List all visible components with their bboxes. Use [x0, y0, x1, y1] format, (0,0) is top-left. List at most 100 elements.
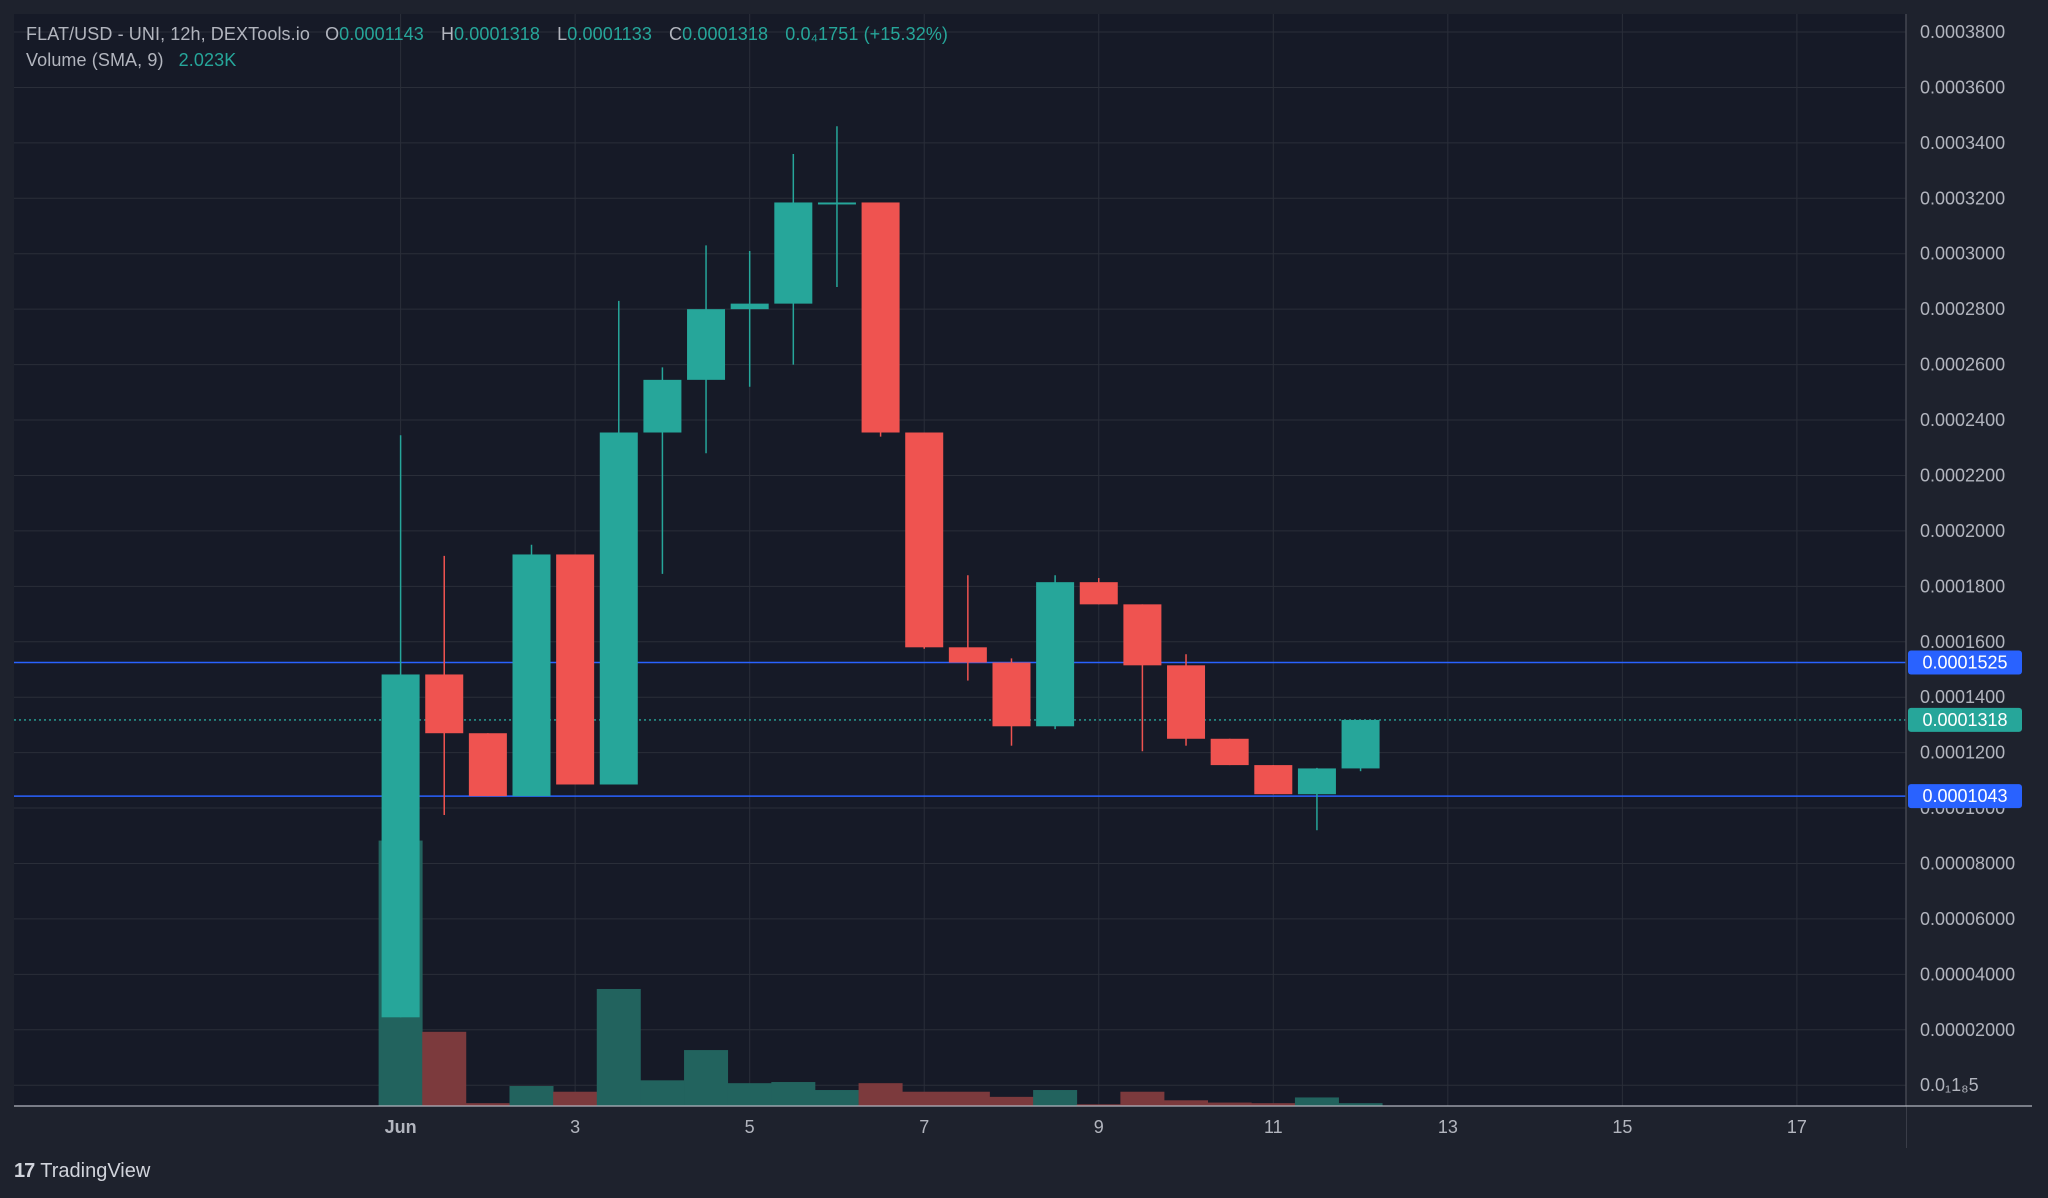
legend-low-label: L — [557, 24, 568, 44]
last-price-label-bg — [1908, 707, 2022, 732]
candle-body — [1297, 768, 1336, 795]
volume-bar — [771, 1082, 816, 1106]
candle-body — [905, 432, 944, 648]
candle — [905, 432, 944, 649]
legend-symbol: FLAT/USD - UNI, 12h, DEXTools.io — [26, 24, 310, 44]
volume-bar — [858, 1083, 903, 1106]
volume-value: 2.023K — [178, 50, 237, 70]
candle-body — [1123, 604, 1162, 666]
candle — [1341, 719, 1380, 772]
candle — [1123, 604, 1162, 752]
y-tick-label: 0.0001800 — [1920, 576, 2005, 596]
legend-low-value: 0.0001133 — [567, 24, 652, 44]
volume-bar — [1338, 1103, 1383, 1106]
price-labels: 0.0001525 0.0001043 0.0001318 — [1908, 650, 2022, 809]
volume-bar — [989, 1096, 1034, 1106]
candle-body — [1036, 582, 1075, 727]
candle — [1210, 738, 1249, 766]
price-axis[interactable] — [1906, 0, 2048, 1150]
horizontal-line-price-label-text: 0.0001525 — [1922, 653, 2007, 673]
candle-body — [1210, 738, 1249, 766]
plot-area[interactable] — [14, 14, 1906, 1106]
candle — [643, 367, 682, 574]
x-tick-label: 15 — [1612, 1117, 1632, 1137]
y-tick-label: 0.0001400 — [1920, 687, 2005, 707]
legend-main: FLAT/USD - UNI, 12h, DEXTools.io O0.0001… — [26, 24, 948, 45]
y-tick-label: 0.0001600 — [1920, 632, 2005, 652]
candle — [774, 153, 813, 365]
volume-bar — [640, 1080, 685, 1106]
x-tick-label: 9 — [1094, 1117, 1104, 1137]
candle-body — [425, 674, 464, 734]
candle — [468, 733, 507, 797]
candle-body — [687, 309, 726, 380]
candle — [1254, 765, 1293, 795]
x-tick-label: 5 — [745, 1117, 755, 1137]
volume-bar — [1251, 1103, 1296, 1106]
last-price-label-text: 0.0001318 — [1922, 710, 2007, 730]
candle-body — [1079, 582, 1118, 605]
y-tick-label: 0.0003000 — [1920, 244, 2005, 264]
volume-bar — [422, 1031, 467, 1106]
volume-label: Volume (SMA, 9) — [26, 50, 164, 70]
candle-body — [774, 202, 813, 304]
y-tick-label: 0.0001200 — [1920, 743, 2005, 763]
legend-close-label: C — [669, 24, 683, 44]
candle-body — [861, 202, 900, 433]
candle — [730, 250, 769, 387]
candle-body — [599, 432, 638, 785]
candle — [992, 658, 1031, 746]
tradingview-watermark[interactable]: 17 TradingView — [14, 1160, 150, 1183]
candle — [512, 544, 551, 797]
x-tick-label: 7 — [919, 1117, 929, 1137]
legend-open-label: O — [325, 24, 340, 44]
candle — [1297, 767, 1336, 831]
legend-open-value: 0.0001143 — [339, 24, 424, 44]
candle-body — [1341, 719, 1380, 769]
volume-bar — [553, 1091, 598, 1106]
volume-bar — [1207, 1102, 1252, 1106]
y-tick-label: 0.0003800 — [1920, 22, 2005, 42]
volume-bar — [1120, 1091, 1165, 1106]
y-tick-label: 0.0002200 — [1920, 465, 2005, 485]
volume-bar — [684, 1050, 729, 1106]
candle — [381, 435, 420, 1018]
legend-high-label: H — [440, 24, 455, 44]
x-tick-label: 11 — [1264, 1117, 1283, 1137]
horizontal-line-price-label[interactable]: 0.0001043 — [1908, 784, 2022, 809]
y-tick-label: 0.00004000 — [1920, 964, 2015, 984]
x-tick-label: 17 — [1787, 1117, 1807, 1137]
axes: 0.0₁1₈5 0.00002000 0.00004000 0.00006000 0.0… — [0, 0, 2048, 1150]
y-tick-label: 0.00008000 — [1920, 853, 2015, 873]
candle-body — [468, 733, 507, 797]
y-tick-label: 0.0002800 — [1920, 299, 2005, 319]
horizontal-line-price-label[interactable]: 0.0001525 — [1908, 650, 2022, 675]
volume-bar — [814, 1090, 859, 1106]
volume-bar — [509, 1086, 554, 1106]
volume-bar — [1033, 1090, 1078, 1106]
horizontal-line-price-label-bg — [1908, 650, 2022, 675]
y-tick-label: 0.00006000 — [1920, 909, 2015, 929]
volume-bar — [727, 1083, 772, 1106]
candle-body — [992, 662, 1031, 727]
candle — [861, 202, 900, 437]
candle-body — [1254, 765, 1293, 795]
volume-bar — [1076, 1104, 1121, 1106]
legend-volume: Volume (SMA, 9) 2.023K — [26, 50, 236, 71]
volume-bar — [945, 1091, 990, 1106]
volume-bar — [1294, 1097, 1339, 1106]
x-tick-label: Jun — [385, 1117, 417, 1137]
horizontal-line-price-label-text: 0.0001043 — [1922, 786, 2007, 806]
candle — [948, 575, 987, 681]
last-price-label[interactable]: 0.0001318 — [1908, 707, 2022, 732]
candle — [599, 300, 638, 785]
candles — [381, 126, 1380, 1018]
y-tick-label: 0.0002600 — [1920, 355, 2005, 375]
y-tick-label: 0.0002400 — [1920, 410, 2005, 430]
time-axis[interactable] — [0, 1106, 1906, 1150]
candle-body — [643, 379, 682, 433]
volume-bar — [1164, 1100, 1209, 1106]
candle — [817, 126, 856, 287]
